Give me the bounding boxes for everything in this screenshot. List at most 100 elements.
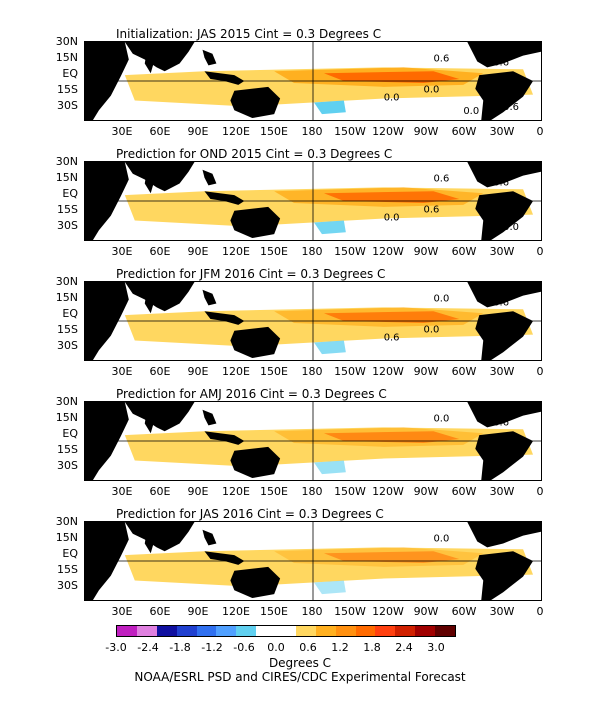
contour-label: 0.6 — [503, 102, 519, 113]
longitude-label: 180 — [301, 125, 323, 138]
latitude-label: 30S — [57, 579, 78, 592]
latitude-label: EQ — [62, 67, 78, 80]
cool-anomaly-region — [313, 220, 346, 235]
color-swatch — [176, 626, 197, 636]
longitude-label: 120E — [222, 125, 250, 138]
color-swatch — [335, 626, 356, 636]
contour-label: 0.6 — [424, 205, 440, 216]
land-mass — [467, 162, 541, 188]
longitude-label: 90W — [413, 365, 439, 378]
longitude-label: 60E — [149, 245, 171, 258]
longitude-label: 0 — [536, 245, 544, 258]
longitude-label: 60W — [451, 605, 477, 618]
longitude-label: 90E — [187, 125, 209, 138]
warm-anomaly-region — [323, 71, 460, 83]
longitude-label: 0 — [536, 365, 544, 378]
contour-label: 0.0 — [503, 222, 519, 233]
longitude-label: 60E — [149, 605, 171, 618]
color-scale-label: 1.2 — [331, 641, 349, 654]
longitude-axis: 30E 60E 90E 120E 150E 180 150W 120W 90W 60W 30W 0 — [84, 605, 554, 619]
latitude-label: 15S — [57, 83, 78, 96]
longitude-label: 150W — [334, 245, 366, 258]
longitude-label: 90W — [413, 125, 439, 138]
latitude-label: 30N — [55, 275, 78, 288]
color-swatch — [276, 626, 296, 636]
land-mass — [204, 311, 245, 325]
contour-label: 0.0 — [384, 213, 400, 224]
longitude-label: 30E — [111, 605, 133, 618]
longitude-label: 150W — [334, 485, 366, 498]
longitude-axis: 30E 60E 90E 120E 150E 180 150W 120W 90W 60W 30W 0 — [84, 245, 554, 259]
longitude-label: 120E — [222, 245, 250, 258]
contour-label: 0.6 — [493, 297, 509, 308]
land-mass — [230, 206, 281, 239]
color-swatch — [395, 626, 416, 636]
longitude-label: 60W — [451, 365, 477, 378]
land-mass — [124, 282, 195, 312]
latitude-label: 15N — [55, 51, 78, 64]
color-swatch — [156, 626, 177, 636]
latitude-label: 15N — [55, 411, 78, 424]
longitude-label: 30W — [489, 125, 515, 138]
color-scale-labels: -3.0 -2.4 -1.8 -1.2 -0.6 0.0 0.6 1.2 1.8 2.4 3.0 — [100, 641, 470, 655]
longitude-label: 30W — [489, 485, 515, 498]
color-swatch — [136, 626, 157, 636]
latitude-label: 15N — [55, 171, 78, 184]
land-mass — [230, 86, 281, 119]
longitude-label: 90E — [187, 365, 209, 378]
contour-label: 0.0 — [433, 534, 449, 545]
sst-anomaly-map: 0.6 0.6 0.0 0.0 0.6 0.0 — [84, 41, 542, 121]
longitude-label: 150E — [260, 245, 288, 258]
longitude-label: 30W — [489, 605, 515, 618]
color-swatch — [117, 626, 137, 636]
panel-title: Initialization: JAS 2015 Cint = 0.3 Degr… — [116, 27, 382, 41]
latitude-label: 15S — [57, 323, 78, 336]
latitude-label: 30N — [55, 395, 78, 408]
longitude-label: 90W — [413, 485, 439, 498]
latitude-label: 30N — [55, 515, 78, 528]
land-mass — [475, 551, 534, 600]
color-scale-label: -2.4 — [137, 641, 159, 654]
longitude-label: 180 — [301, 365, 323, 378]
warm-anomaly-region — [323, 431, 460, 443]
latitude-label: EQ — [62, 427, 78, 440]
longitude-label: 120E — [222, 605, 250, 618]
land-mass — [124, 402, 195, 432]
contour-label: 0.0 — [433, 294, 449, 305]
longitude-axis: 30E 60E 90E 120E 150E 180 150W 120W 90W 60W 30W 0 — [84, 125, 554, 139]
latitude-label: EQ — [62, 307, 78, 320]
sst-anomaly-map: 0.0 0.6 0.6 0.0 — [84, 281, 542, 361]
land-mass — [467, 522, 541, 548]
cool-anomaly-region — [313, 580, 346, 595]
land-mass — [230, 446, 281, 479]
longitude-label: 30W — [489, 365, 515, 378]
longitude-label: 120W — [372, 485, 404, 498]
color-swatch — [355, 626, 376, 636]
color-swatch — [315, 626, 336, 636]
longitude-label: 60W — [451, 245, 477, 258]
latitude-label: 30S — [57, 219, 78, 232]
land-mass — [144, 171, 155, 194]
color-scale-bar — [116, 625, 456, 637]
land-mass — [202, 289, 217, 306]
color-scale-label: -0.6 — [233, 641, 255, 654]
warm-anomaly-region — [323, 191, 460, 203]
longitude-label: 0 — [536, 485, 544, 498]
color-swatch — [256, 626, 276, 636]
latitude-label: 30S — [57, 339, 78, 352]
longitude-label: 120E — [222, 365, 250, 378]
contour-label: 0.0 — [424, 325, 440, 336]
contour-label: 0.0 — [384, 93, 400, 104]
color-scale-label: -1.2 — [201, 641, 223, 654]
longitude-label: 180 — [301, 605, 323, 618]
longitude-axis: 30E 60E 90E 120E 150E 180 150W 120W 90W 60W 30W 0 — [84, 365, 554, 379]
land-mass — [124, 162, 195, 192]
longitude-label: 90W — [413, 245, 439, 258]
warm-anomaly-region — [323, 311, 460, 323]
land-mass — [202, 169, 217, 186]
contour-label: 0.0 — [463, 106, 479, 117]
longitude-label: 60E — [149, 125, 171, 138]
contour-label: 0.0 — [433, 414, 449, 425]
land-mass — [202, 409, 217, 426]
color-swatch — [236, 626, 257, 636]
